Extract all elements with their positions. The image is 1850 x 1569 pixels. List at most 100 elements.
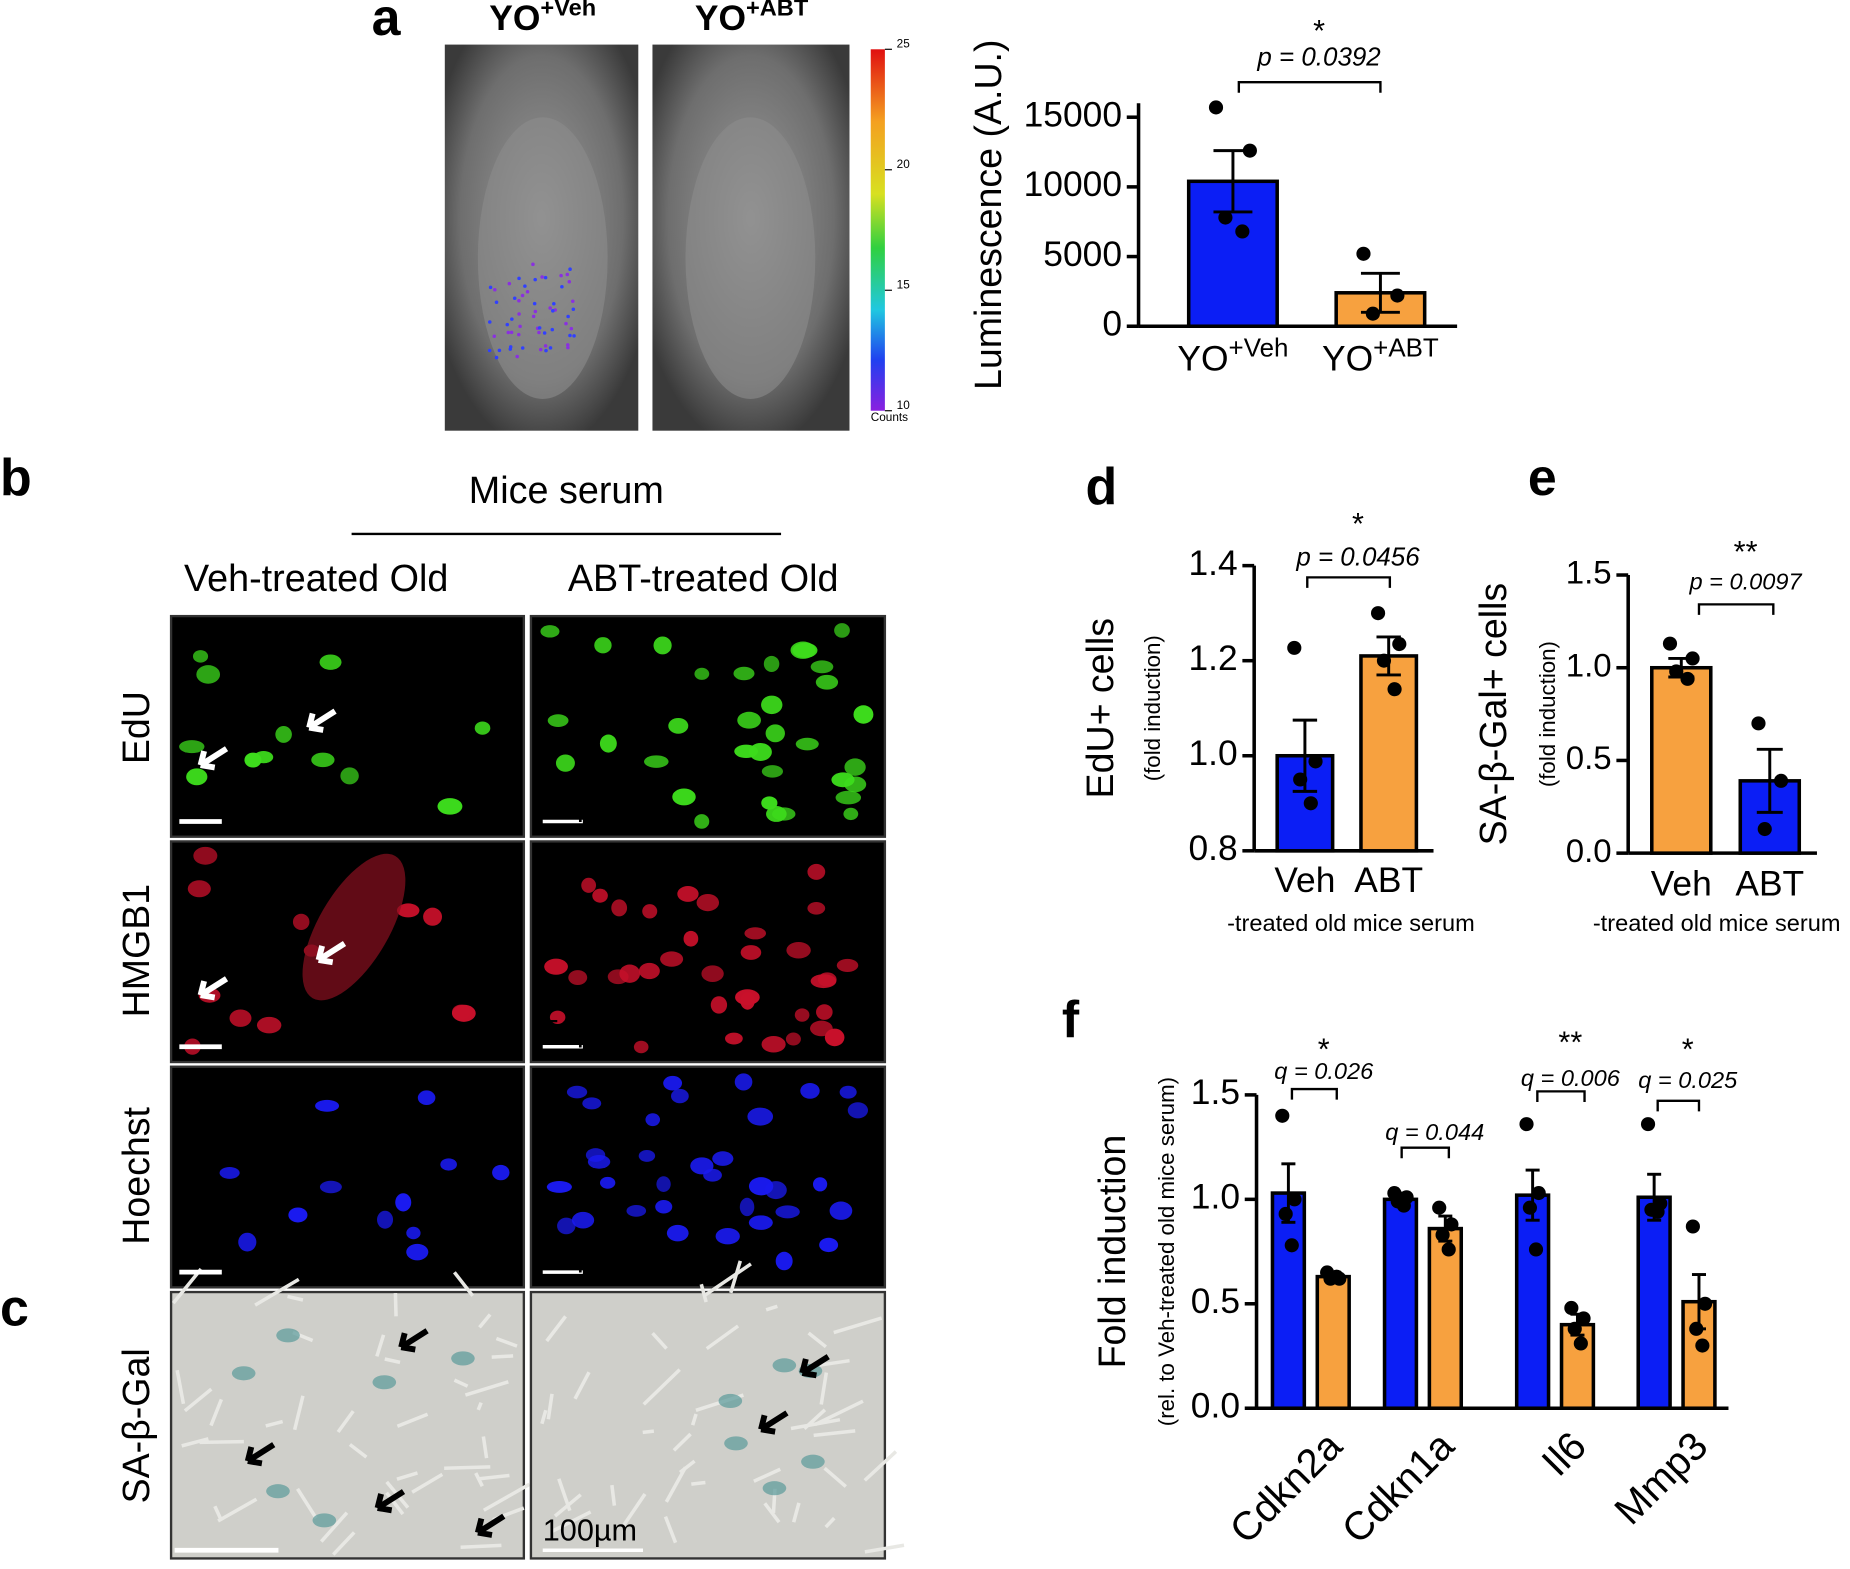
scale-bar-label: 50µm xyxy=(543,789,620,823)
data-point xyxy=(1435,1227,1450,1242)
nucleus xyxy=(763,655,780,672)
signal-speck xyxy=(488,285,493,290)
x-tick-label: YO+Veh xyxy=(1177,335,1288,379)
nucleus xyxy=(492,1164,510,1181)
nucleus xyxy=(696,894,720,912)
data-point xyxy=(1695,1338,1710,1353)
title-superscript: +Veh xyxy=(540,0,596,21)
nucleus xyxy=(566,1085,588,1099)
signal-speck xyxy=(494,300,499,304)
panel-label: c xyxy=(0,1279,29,1337)
bar xyxy=(1681,1299,1717,1410)
data-point xyxy=(1218,210,1233,225)
bar xyxy=(1559,1322,1596,1410)
nucleus xyxy=(712,1151,734,1166)
data-point xyxy=(1432,1200,1447,1215)
significance-star: * xyxy=(1313,14,1325,48)
nucleus xyxy=(275,726,292,743)
fibroblast xyxy=(296,1487,318,1520)
nucleus xyxy=(568,970,588,986)
data-point xyxy=(1689,1321,1704,1336)
p-value: p = 0.0097 xyxy=(1689,568,1803,594)
signal-speck xyxy=(517,332,521,337)
fibroblast xyxy=(287,1294,304,1302)
fibroblast xyxy=(452,1271,475,1297)
signal-speck xyxy=(543,344,548,348)
fibroblast xyxy=(183,1387,213,1413)
fibroblast xyxy=(495,1336,518,1348)
data-point xyxy=(1669,664,1684,679)
stained-cell xyxy=(276,1328,300,1343)
signal-speck xyxy=(517,312,521,316)
nucleus xyxy=(547,714,569,727)
nucleus xyxy=(740,945,762,960)
nucleus xyxy=(810,974,837,989)
nucleus xyxy=(734,744,759,759)
panel-label: b xyxy=(0,448,32,506)
stained-cell xyxy=(762,1481,787,1496)
signal-speck xyxy=(488,320,492,324)
signal-speck xyxy=(571,307,576,312)
nucleus xyxy=(417,1090,436,1106)
nucleus xyxy=(761,765,784,778)
nucleus xyxy=(739,1197,755,1217)
data-point xyxy=(1284,1238,1299,1253)
nucleus xyxy=(186,768,208,786)
p-value: p = 0.0456 xyxy=(1295,543,1420,571)
fibroblast xyxy=(348,1443,368,1459)
signal-speck xyxy=(540,275,544,279)
bar xyxy=(1382,1197,1419,1410)
bar xyxy=(1650,665,1713,855)
fibroblast xyxy=(814,1399,864,1427)
bar xyxy=(1315,1274,1351,1410)
nucleus xyxy=(761,695,783,715)
fibroblast xyxy=(651,1332,668,1350)
stained-cell xyxy=(772,1358,797,1373)
nucleus xyxy=(229,1009,252,1027)
signal-speck xyxy=(510,317,514,321)
y-axis-note: (fold induction) xyxy=(1535,641,1560,787)
nucleus xyxy=(406,1226,421,1240)
nucleus xyxy=(451,1004,476,1022)
nucleus xyxy=(653,636,672,655)
data-point xyxy=(1387,682,1402,697)
data-point xyxy=(1573,1336,1588,1351)
signal-speck xyxy=(566,343,570,347)
nucleus xyxy=(765,724,785,743)
fibroblast xyxy=(265,1419,284,1428)
fibroblast xyxy=(254,1277,300,1307)
fibroblast xyxy=(551,1510,592,1533)
nucleus xyxy=(710,996,728,1014)
nucleus xyxy=(440,1158,457,1171)
nucleus xyxy=(834,623,850,638)
nucleus xyxy=(592,888,608,903)
nucleus xyxy=(843,807,859,821)
signal-speck xyxy=(531,262,535,267)
signal-speck xyxy=(565,272,570,277)
x-tick-label: Mmp3 xyxy=(1606,1424,1716,1533)
data-point xyxy=(1370,606,1386,621)
nucleus xyxy=(377,1210,394,1229)
nucleus xyxy=(238,1232,257,1252)
title-base: YO xyxy=(695,0,746,38)
nucleus xyxy=(315,1099,340,1112)
fibroblast xyxy=(807,1331,828,1349)
q-value: q = 0.044 xyxy=(1385,1119,1484,1145)
nucleus xyxy=(794,1008,810,1022)
nucleus xyxy=(544,958,568,975)
fibroblast xyxy=(642,1368,681,1406)
fibroblast xyxy=(396,1412,429,1428)
significance-star: * xyxy=(1318,1033,1330,1067)
mouse-body xyxy=(685,117,816,399)
fibroblast xyxy=(478,1313,492,1329)
nucleus xyxy=(839,1085,857,1099)
signal-speck xyxy=(505,322,510,327)
fibroblast xyxy=(491,1354,514,1359)
nucleus xyxy=(824,1028,845,1047)
q-value: q = 0.026 xyxy=(1274,1058,1374,1084)
y-axis-note: (fold induction) xyxy=(1140,635,1165,781)
data-point xyxy=(1519,1117,1534,1132)
nucleus xyxy=(786,941,811,959)
stained-cell xyxy=(266,1484,290,1499)
